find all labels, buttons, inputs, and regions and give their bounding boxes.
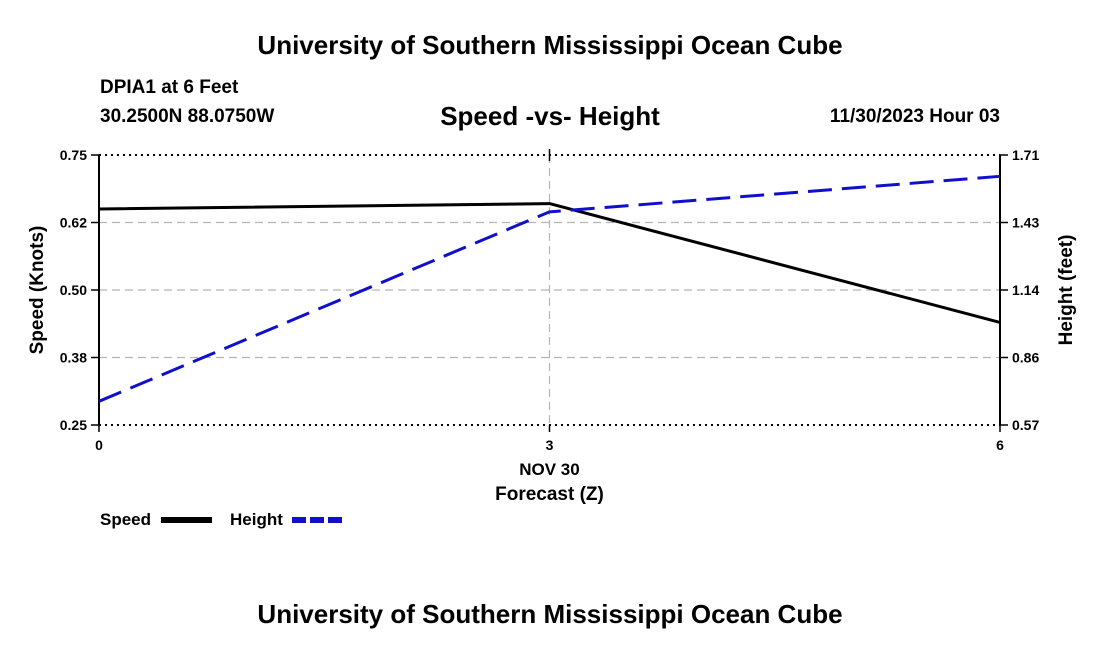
y-left-tick-label: 0.25 [60,417,87,433]
station-coordinates: 30.2500N 88.0750W [100,106,275,127]
x-tick-label: 3 [546,437,554,453]
y-right-axis-title: Height (feet) [1056,235,1077,346]
y-right-tick-label: 0.86 [1012,350,1039,366]
y-right-tick-label: 1.71 [1012,147,1039,163]
footer-title: University of Southern Mississippi Ocean… [257,599,843,629]
y-right-tick-label: 1.14 [1012,282,1039,298]
x-tick-label: 0 [95,437,103,453]
page-title: University of Southern Mississippi Ocean… [257,30,843,60]
chart-title: Speed -vs- Height [440,101,660,131]
y-left-tick-label: 0.75 [60,147,87,163]
x-tick-label: 6 [996,437,1004,453]
y-right-tick-label: 0.57 [1012,417,1039,433]
y-left-tick-label: 0.38 [60,350,87,366]
y-left-tick-label: 0.50 [60,282,87,298]
x-axis-title: Forecast (Z) [495,484,604,505]
y-right-tick-label: 1.43 [1012,215,1039,231]
forecast-datetime: 11/30/2023 Hour 03 [829,106,1000,127]
x-date-label: NOV 30 [519,460,579,479]
station-label: DPIA1 at 6 Feet [100,77,239,98]
legend-label-speed: Speed [100,510,152,529]
legend-label-height: Height [230,510,283,529]
y-left-axis-title: Speed (Knots) [27,226,48,355]
y-left-tick-label: 0.62 [60,215,87,231]
